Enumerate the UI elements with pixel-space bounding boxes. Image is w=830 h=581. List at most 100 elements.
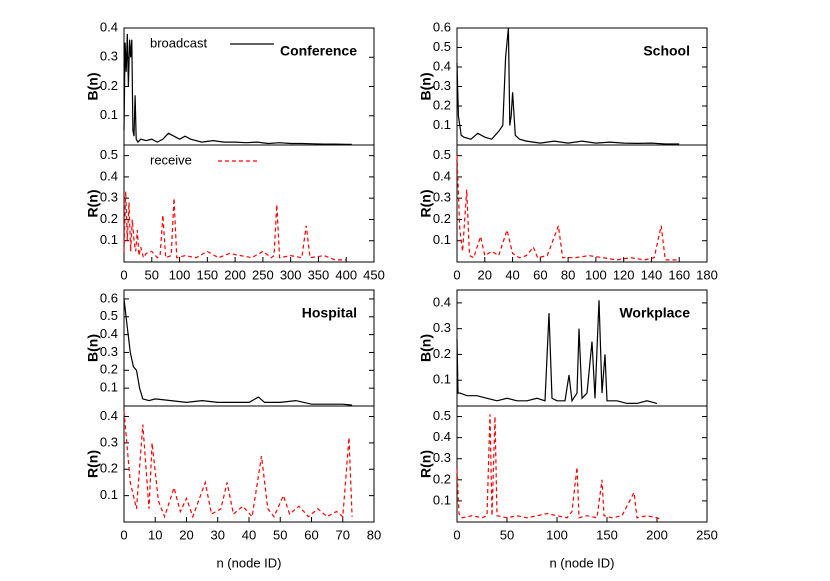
x-axis-label: n (node ID) bbox=[216, 555, 281, 570]
x-tick-label: 450 bbox=[363, 267, 385, 282]
panel-title: School bbox=[643, 43, 690, 59]
y-axis-label: R(n) bbox=[85, 450, 101, 478]
y-tick-label: 0.1 bbox=[100, 107, 118, 122]
y-tick-label: 0.3 bbox=[433, 450, 451, 465]
series-line bbox=[123, 411, 353, 519]
x-tick-label: 120 bbox=[613, 267, 635, 282]
y-tick-label: 0.1 bbox=[433, 372, 451, 387]
y-tick-label: 0.5 bbox=[100, 147, 118, 162]
panel-title: Hospital bbox=[302, 305, 357, 321]
y-tick-label: 0.5 bbox=[433, 39, 451, 54]
y-tick-label: 0.1 bbox=[433, 492, 451, 507]
y-tick-label: 0.6 bbox=[433, 19, 451, 34]
y-tick-label: 0.3 bbox=[100, 49, 118, 64]
x-tick-label: 50 bbox=[145, 267, 159, 282]
y-tick-label: 0.4 bbox=[100, 168, 118, 183]
y-tick-label: 0.5 bbox=[100, 308, 118, 323]
y-tick-label: 0.2 bbox=[100, 211, 118, 226]
y-tick-label: 0.4 bbox=[100, 19, 118, 34]
x-tick-label: 50 bbox=[500, 527, 514, 542]
series-line bbox=[456, 414, 663, 521]
plot-frame bbox=[123, 144, 375, 263]
x-tick-label: 250 bbox=[252, 267, 274, 282]
x-tick-label: 250 bbox=[696, 527, 718, 542]
y-tick-label: 0.1 bbox=[433, 232, 451, 247]
y-tick-label: 0.2 bbox=[100, 461, 118, 476]
y-tick-label: 0.4 bbox=[433, 429, 451, 444]
y-axis-label: B(n) bbox=[85, 334, 101, 362]
plot-frame bbox=[456, 405, 708, 523]
y-tick-label: 0.2 bbox=[100, 78, 118, 93]
y-tick-label: 0.1 bbox=[100, 380, 118, 395]
y-axis-label: B(n) bbox=[85, 73, 101, 101]
y-tick-label: 0.2 bbox=[433, 346, 451, 361]
y-tick-label: 0.3 bbox=[433, 78, 451, 93]
panel-title: Workplace bbox=[619, 305, 690, 321]
plot-frame bbox=[456, 144, 708, 263]
panel-title: Conference bbox=[280, 43, 357, 59]
y-tick-label: 0.4 bbox=[433, 294, 451, 309]
y-tick-label: 0.3 bbox=[433, 190, 451, 205]
x-tick-label: 400 bbox=[335, 267, 357, 282]
legend-label: broadcast bbox=[150, 35, 207, 50]
x-tick-label: 30 bbox=[211, 527, 225, 542]
x-tick-label: 150 bbox=[196, 267, 218, 282]
y-axis-label: R(n) bbox=[85, 190, 101, 218]
x-tick-label: 70 bbox=[336, 527, 350, 542]
x-tick-label: 40 bbox=[505, 267, 519, 282]
series-line bbox=[456, 27, 680, 145]
legend-label: receive bbox=[150, 152, 192, 167]
y-axis-label: R(n) bbox=[418, 190, 434, 218]
x-tick-label: 100 bbox=[585, 267, 607, 282]
y-tick-label: 0.1 bbox=[100, 487, 118, 502]
series-line bbox=[456, 300, 658, 404]
y-tick-label: 0.1 bbox=[100, 232, 118, 247]
x-tick-label: 180 bbox=[696, 267, 718, 282]
plot-frame bbox=[123, 405, 375, 523]
y-axis-label: B(n) bbox=[418, 334, 434, 362]
x-tick-label: 300 bbox=[280, 267, 302, 282]
x-tick-label: 200 bbox=[646, 527, 668, 542]
y-tick-label: 0.4 bbox=[433, 58, 451, 73]
y-tick-label: 0.3 bbox=[100, 344, 118, 359]
y-tick-label: 0.5 bbox=[433, 147, 451, 162]
y-axis-label: R(n) bbox=[418, 450, 434, 478]
x-tick-label: 160 bbox=[668, 267, 690, 282]
x-axis-label: n (node ID) bbox=[549, 555, 614, 570]
series-line bbox=[123, 298, 353, 406]
series-line bbox=[123, 33, 352, 145]
y-tick-label: 0.4 bbox=[100, 408, 118, 423]
y-tick-label: 0.5 bbox=[433, 408, 451, 423]
y-tick-label: 0.4 bbox=[433, 168, 451, 183]
x-tick-label: 100 bbox=[169, 267, 191, 282]
x-tick-label: 20 bbox=[179, 527, 193, 542]
x-tick-label: 60 bbox=[304, 527, 318, 542]
x-tick-label: 140 bbox=[641, 267, 663, 282]
y-tick-label: 0.3 bbox=[433, 320, 451, 335]
x-tick-label: 80 bbox=[561, 267, 575, 282]
y-tick-label: 0.2 bbox=[433, 211, 451, 226]
x-tick-label: 100 bbox=[546, 527, 568, 542]
y-tick-label: 0.3 bbox=[100, 190, 118, 205]
y-tick-label: 0.2 bbox=[433, 97, 451, 112]
y-tick-label: 0.6 bbox=[100, 290, 118, 305]
y-tick-label: 0.1 bbox=[433, 117, 451, 132]
series-line bbox=[123, 191, 347, 261]
x-tick-label: 40 bbox=[242, 527, 256, 542]
x-tick-label: 350 bbox=[308, 267, 330, 282]
x-tick-label: 10 bbox=[148, 527, 162, 542]
x-tick-label: 80 bbox=[367, 527, 381, 542]
x-tick-label: 0 bbox=[453, 527, 460, 542]
x-tick-label: 200 bbox=[224, 267, 246, 282]
x-tick-label: 0 bbox=[120, 527, 127, 542]
y-tick-label: 0.2 bbox=[433, 471, 451, 486]
x-tick-label: 0 bbox=[453, 267, 460, 282]
x-tick-label: 20 bbox=[478, 267, 492, 282]
y-tick-label: 0.2 bbox=[100, 362, 118, 377]
y-tick-label: 0.3 bbox=[100, 434, 118, 449]
series-line bbox=[456, 155, 680, 261]
x-tick-label: 60 bbox=[533, 267, 547, 282]
y-tick-label: 0.4 bbox=[100, 326, 118, 341]
x-tick-label: 150 bbox=[596, 527, 618, 542]
